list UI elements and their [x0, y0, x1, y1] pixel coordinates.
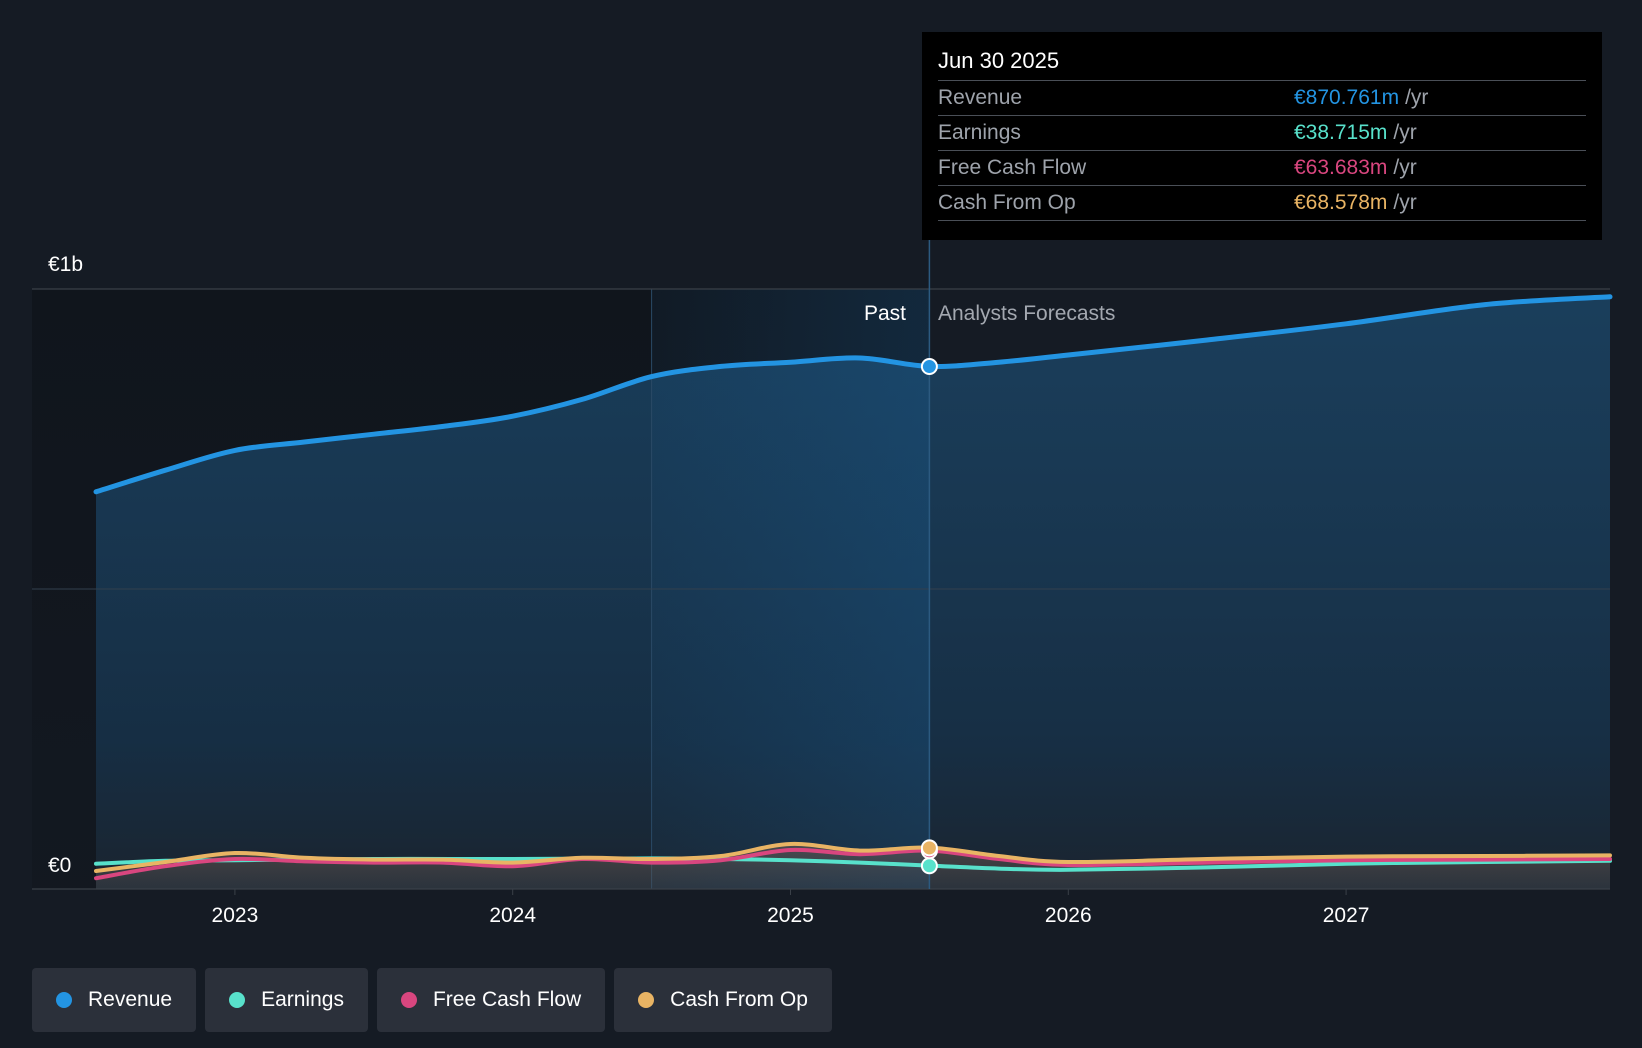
- tooltip-value: €870.761m: [1294, 86, 1400, 109]
- cash-from-op-dot-icon: [638, 992, 655, 1008]
- tooltip-label: Earnings: [938, 121, 1021, 144]
- legend-item-revenue[interactable]: Revenue: [32, 968, 197, 1032]
- earnings-marker[interactable]: [920, 857, 938, 875]
- legend-label: Cash From Op: [670, 988, 808, 1011]
- x-tick-label: 2026: [1045, 904, 1092, 927]
- cash-from-op-marker[interactable]: [920, 839, 938, 857]
- tooltip-label: Cash From Op: [938, 191, 1076, 214]
- legend-label: Earnings: [261, 988, 344, 1011]
- x-tick-label: 2025: [767, 904, 814, 927]
- free-cash-flow-dot-icon: [400, 992, 417, 1008]
- chart-legend: Revenue Earnings Free Cash Flow Cash Fro…: [32, 968, 832, 1032]
- x-tick-label: 2023: [212, 904, 259, 927]
- legend-label: Revenue: [88, 988, 173, 1011]
- tooltip-unit: /yr: [1393, 191, 1417, 214]
- revenue-line: [93, 294, 1613, 495]
- y-tick-label-top: €1b: [48, 253, 83, 276]
- small-series-area: [96, 843, 1610, 889]
- revenue-dot-icon: [56, 992, 72, 1008]
- tooltip-label: Revenue: [938, 86, 1023, 109]
- tooltip-date: Jun 30 2025: [938, 48, 1060, 73]
- free-cash-flow-line: [94, 847, 1612, 881]
- tooltip-value: €63.683m: [1294, 156, 1388, 179]
- tooltip-unit: /yr: [1393, 121, 1417, 144]
- tooltip-row-free-cash-flow: Free Cash Flow €63.683m/yr: [938, 150, 1586, 185]
- tooltip-row-revenue: Revenue €870.761m/yr: [938, 80, 1586, 115]
- revenue-marker[interactable]: [920, 358, 938, 376]
- tooltip-unit: /yr: [1405, 86, 1429, 109]
- tooltip-row-earnings: Earnings €38.715m/yr: [938, 115, 1586, 150]
- y-tick-label-zero: €0: [48, 854, 71, 877]
- legend-item-free-cash-flow[interactable]: Free Cash Flow: [376, 968, 606, 1032]
- legend-item-earnings[interactable]: Earnings: [205, 968, 368, 1032]
- cash-from-op-line: [94, 841, 1612, 873]
- data-tooltip: Jun 30 2025 Revenue €870.761m/yr Earning…: [922, 32, 1602, 240]
- past-region-label: Past: [864, 302, 906, 325]
- x-tick-label: 2027: [1323, 904, 1370, 927]
- tooltip-unit: /yr: [1393, 156, 1417, 179]
- legend-item-cash-from-op[interactable]: Cash From Op: [614, 968, 832, 1032]
- tooltip-value: €38.715m: [1294, 121, 1388, 144]
- x-tick-label: 2024: [489, 904, 536, 927]
- forecast-region-label: Analysts Forecasts: [938, 302, 1115, 325]
- legend-label: Free Cash Flow: [432, 988, 582, 1011]
- tooltip-row-cash-from-op: Cash From Op €68.578m/yr: [938, 185, 1586, 221]
- tooltip-value: €68.578m: [1294, 191, 1388, 214]
- earnings-dot-icon: [229, 992, 246, 1008]
- tooltip-label: Free Cash Flow: [938, 156, 1087, 179]
